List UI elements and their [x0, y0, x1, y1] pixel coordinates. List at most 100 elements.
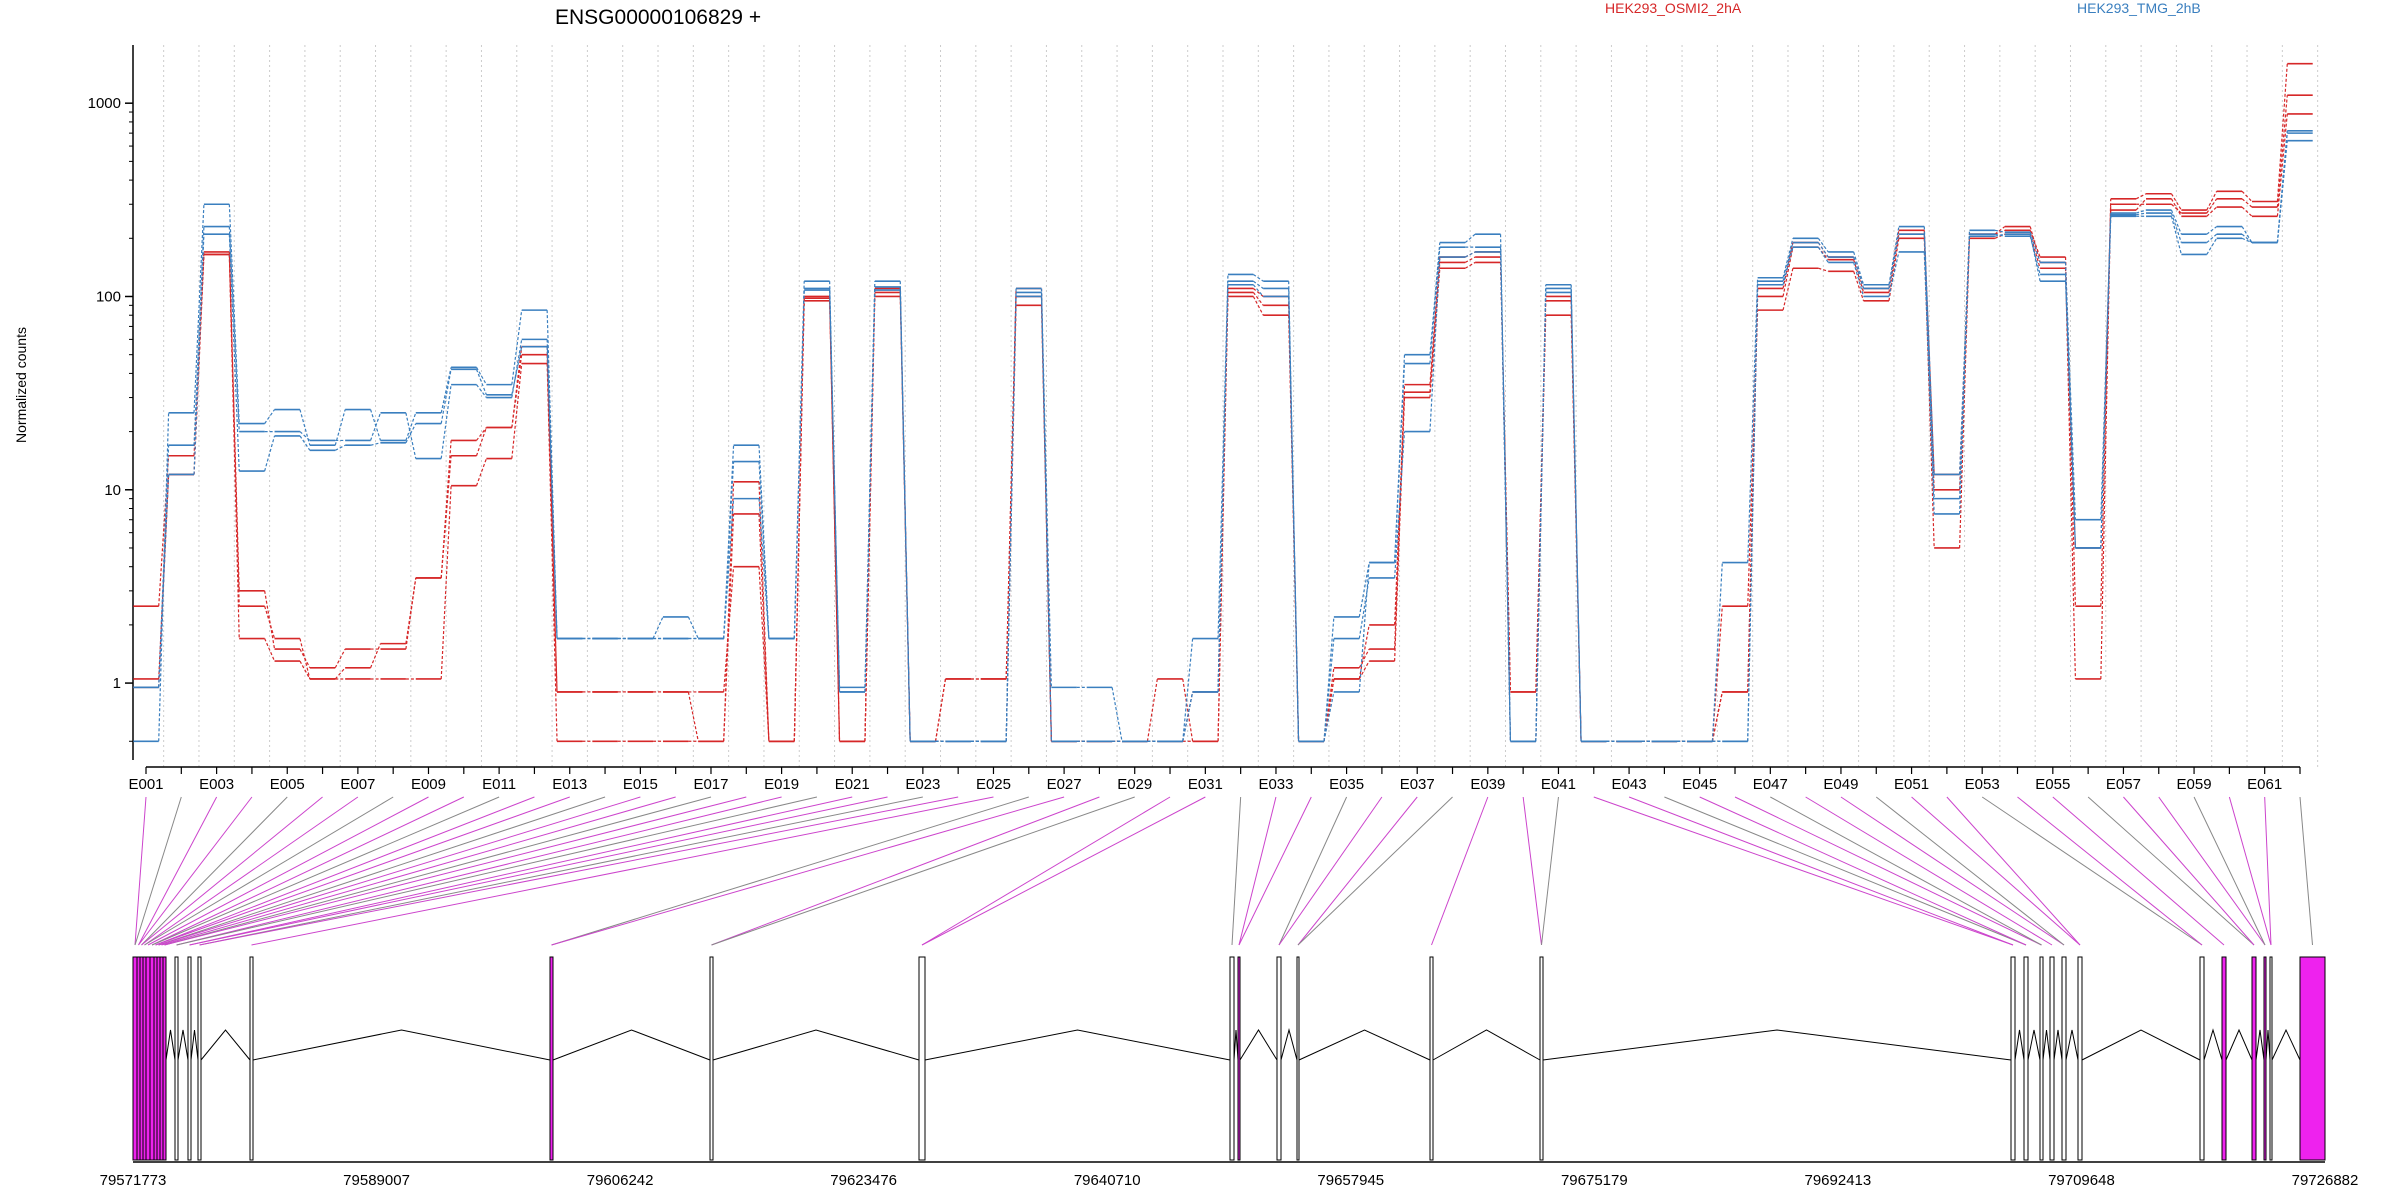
exon-connector-segment	[264, 638, 276, 662]
exon-connector-segment	[2206, 237, 2218, 255]
exon-connector-segment	[476, 384, 487, 398]
exon-connector-segment	[793, 290, 805, 639]
exon-connector-segment	[1923, 226, 1935, 475]
exon-connector-line	[2299, 796, 2313, 946]
exon-connector-segment	[1394, 397, 1406, 662]
exon-connector-segment	[1853, 256, 1865, 289]
exon-connector-segment	[1782, 242, 1794, 289]
intron-line	[1233, 1029, 1239, 1061]
exon-connector-segment	[511, 310, 523, 385]
y-tick-label: 1	[113, 675, 121, 692]
gene-exon	[2251, 956, 2257, 1161]
exon-connector-segment	[793, 296, 805, 742]
exon-tick-label: E055	[2035, 776, 2070, 793]
exon-connector-segment	[264, 409, 276, 424]
exon-connector-segment	[2170, 209, 2182, 235]
exon-connector-line	[921, 796, 1171, 946]
exon-tick-label: E029	[1117, 776, 1152, 793]
exon-connector-segment	[299, 435, 311, 451]
exon-connector-segment	[1782, 238, 1794, 278]
legend-entry-osmi2: HEK293_OSMI2_2hA	[1605, 0, 1742, 16]
y-tick-label: 10	[104, 482, 121, 499]
exon-connector-line	[1238, 796, 1312, 946]
exon-connector-segment	[723, 481, 735, 742]
exon-connector-lines	[134, 796, 2313, 946]
exon-connector-segment	[1288, 296, 1300, 742]
exon-connector-segment	[1853, 262, 1865, 297]
exon-connector-segment	[2029, 234, 2041, 282]
gene-exon	[2077, 956, 2083, 1161]
exon-connector-segment	[1040, 292, 1052, 742]
exon-connector-segment	[511, 346, 523, 395]
exon-connector-segment	[1394, 363, 1406, 563]
legend-entry-tmg: HEK293_TMG_2hB	[2077, 0, 2201, 16]
exon-connector-line	[1238, 796, 1277, 946]
gene-exon	[2221, 956, 2227, 1161]
exon-connector-segment	[1994, 229, 2005, 233]
exon-tick-label: E039	[1470, 776, 1505, 793]
exon-connector-segment	[1888, 234, 1900, 289]
exon-connector-line	[1593, 796, 2014, 946]
exon-connector-line	[1875, 796, 2065, 946]
intron-line	[2053, 1029, 2063, 1061]
exon-connector-segment	[1782, 268, 1794, 311]
exon-connector-segment	[2206, 233, 2218, 244]
exon-connector-segment	[2170, 216, 2182, 255]
exon-connector-line	[1297, 796, 1418, 946]
exon-connector-segment	[440, 384, 452, 459]
exon-connector-segment	[864, 290, 876, 688]
exon-connector-segment	[2064, 257, 2077, 607]
exon-connector-segment	[2064, 268, 2077, 679]
exon-tick-label: E041	[1541, 776, 1576, 793]
exon-connector-line	[158, 796, 606, 946]
exon-connector-segment	[2276, 63, 2288, 202]
gene-model	[132, 956, 2326, 1161]
exon-tick-label: E009	[411, 776, 446, 793]
exon-connector-segment	[1817, 242, 1829, 258]
exon-connector-segment	[2170, 212, 2182, 243]
exon-connector-segment	[1429, 256, 1441, 385]
exon-connector-segment	[1111, 687, 1123, 742]
exon-tick-label: E025	[976, 776, 1011, 793]
gene-exon	[162, 956, 167, 1161]
intron-line	[2255, 1029, 2265, 1061]
exon-connector-line	[2017, 796, 2203, 946]
genomic-tick-label: 79692413	[1805, 1172, 1872, 1189]
intron-line	[190, 1029, 199, 1061]
exon-connector-segment	[1535, 284, 1547, 742]
exon-connector-segment	[1747, 284, 1759, 742]
exon-tick-label: E059	[2177, 776, 2212, 793]
exon-connector-segment	[2206, 226, 2218, 235]
exon-connector-segment	[1499, 251, 1512, 742]
exon-connector-segment	[1217, 274, 1229, 639]
exon-connector-line	[151, 796, 500, 946]
exon-connector-segment	[2100, 216, 2112, 548]
exon-connector-segment	[829, 296, 841, 742]
exon-connector-line	[251, 796, 994, 946]
gene-exon	[2049, 956, 2055, 1161]
exon-connector-segment	[1323, 638, 1335, 742]
exon-connector-line	[1911, 796, 2081, 946]
exon-tick-label: E013	[552, 776, 587, 793]
exon-connector-segment	[2135, 209, 2147, 214]
exon-connector-segment	[546, 346, 558, 639]
exon-gridlines	[163, 45, 2319, 767]
exon-connector-segment	[723, 498, 735, 639]
exon-connector-line	[551, 796, 1029, 946]
exon-connector-line	[1297, 796, 1453, 946]
genomic-tick-label: 79606242	[587, 1172, 654, 1189]
intron-line	[2271, 1028, 2301, 1061]
exon-connector-line	[1231, 796, 1242, 946]
exon-connector-segment	[2241, 190, 2253, 202]
exon-connector-line	[155, 796, 535, 946]
exon-connector-segment	[1958, 236, 1971, 514]
exon-connector-segment	[2241, 233, 2253, 244]
exon-connector-line	[1628, 796, 2014, 946]
exon-connector-segment	[1182, 691, 1194, 742]
intron-line	[1239, 1029, 1278, 1061]
exon-connector-segment	[2029, 232, 2041, 263]
exon-connector-line	[144, 796, 394, 946]
exon-connector-line	[151, 796, 465, 946]
exon-connector-segment	[546, 363, 558, 742]
exon-connector-segment	[228, 254, 240, 639]
